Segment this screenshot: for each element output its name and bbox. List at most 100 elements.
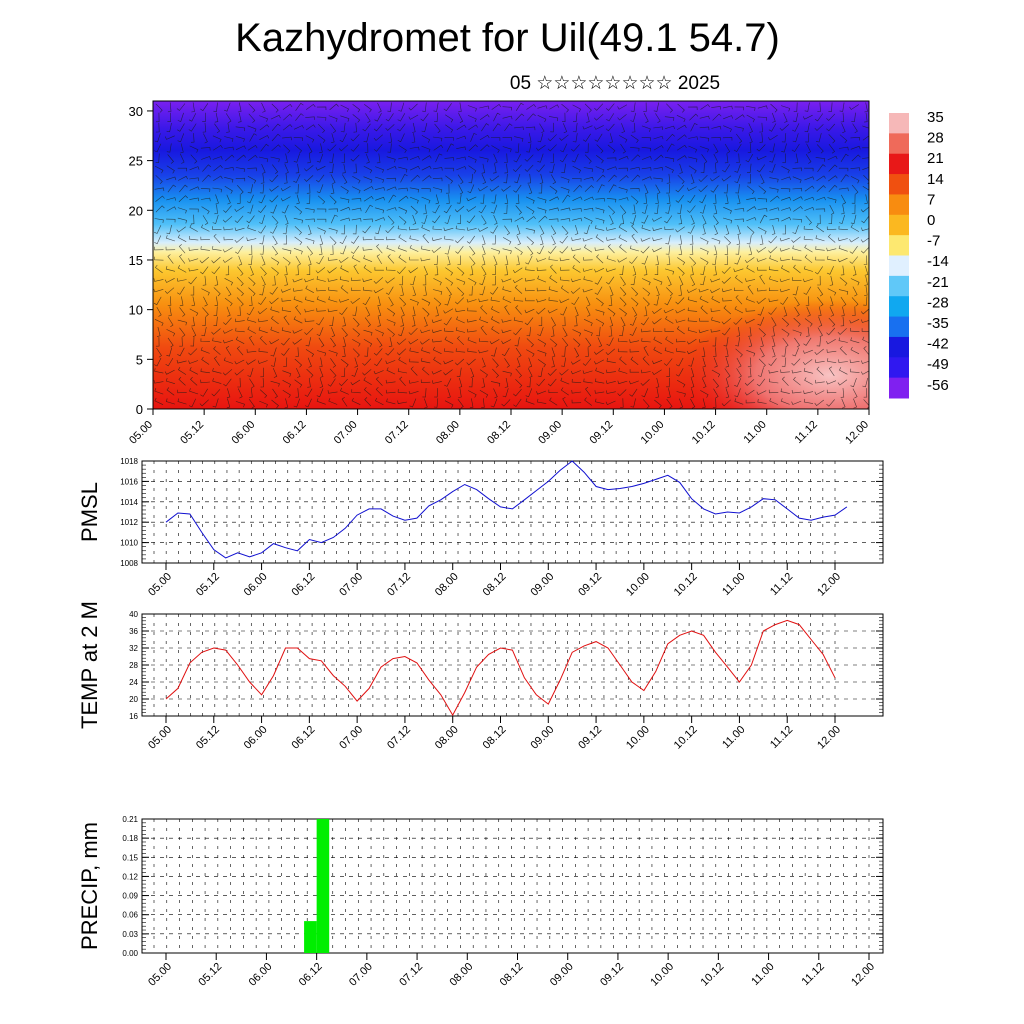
wind-barb <box>223 205 232 213</box>
wind-barb <box>316 317 325 326</box>
wind-barb <box>293 217 303 224</box>
wind-barb <box>852 306 856 316</box>
wind-barb <box>423 316 428 327</box>
wind-barb <box>317 123 326 134</box>
wind-barb <box>329 368 337 378</box>
wind-barb <box>504 153 508 163</box>
wind-barb <box>700 237 709 245</box>
wind-barb <box>259 389 268 399</box>
wind-barb <box>631 233 638 244</box>
wind-barb <box>724 245 729 255</box>
wind-barb <box>630 134 639 143</box>
wind-barb <box>583 176 594 181</box>
wind-barb <box>234 215 244 224</box>
wind-barb <box>338 144 349 152</box>
wind-barb <box>759 174 765 185</box>
wind-barb <box>386 367 396 375</box>
wind-barb <box>629 369 640 373</box>
wind-barb <box>212 368 222 374</box>
wind-barb <box>818 306 822 317</box>
wind-barb <box>849 104 859 110</box>
wind-barb <box>373 370 384 375</box>
wind-barb <box>687 307 698 312</box>
wind-barb <box>524 164 534 172</box>
wind-barb <box>270 306 280 313</box>
wind-barb <box>365 153 370 164</box>
wind-barb <box>398 195 409 202</box>
wind-barb <box>284 265 288 276</box>
wind-barb <box>272 245 279 256</box>
wind-barb <box>781 196 791 201</box>
wind-barb <box>735 114 745 120</box>
wind-barb <box>817 275 821 286</box>
wind-barb <box>468 165 477 174</box>
wind-barb <box>630 188 640 192</box>
wind-barb <box>619 326 624 337</box>
wind-barb <box>340 197 350 203</box>
wind-barb <box>596 144 604 154</box>
y-tick-label: 1016 <box>120 477 138 486</box>
wind-barb <box>443 369 453 376</box>
wind-barb <box>304 175 314 182</box>
wind-barb <box>756 247 767 253</box>
wind-barb <box>745 308 756 312</box>
wind-barb <box>398 166 408 173</box>
wind-barb <box>316 106 327 111</box>
wind-barb <box>399 376 406 386</box>
wind-barb <box>481 255 486 266</box>
wind-barb <box>699 247 709 255</box>
wind-barb <box>295 255 301 266</box>
colorbar-swatch <box>889 113 909 134</box>
wind-barb <box>307 143 313 154</box>
wind-barb <box>180 143 184 154</box>
wind-barb <box>272 235 278 246</box>
wind-barb <box>713 204 718 215</box>
colorbar-swatch <box>889 316 909 338</box>
wind-barb <box>699 115 710 120</box>
wind-barb <box>853 398 857 409</box>
wind-barb <box>653 126 663 130</box>
wind-barb <box>723 305 731 315</box>
wind-barb <box>537 153 544 163</box>
wind-barb <box>259 400 268 408</box>
wind-barb <box>791 236 801 243</box>
wind-barb <box>606 276 615 285</box>
wind-barb <box>308 225 312 235</box>
x-tick-label: 06.00 <box>242 571 270 599</box>
wind-barb <box>781 133 787 143</box>
wind-barb <box>629 316 637 326</box>
wind-barb <box>744 257 755 264</box>
wind-barb <box>467 115 477 123</box>
wind-barb <box>629 327 637 336</box>
wind-barb <box>339 276 350 282</box>
wind-barb <box>444 157 455 161</box>
wind-barb <box>408 114 419 120</box>
wind-barb <box>466 196 477 202</box>
x-tick-label: 09.00 <box>536 419 564 447</box>
wind-barb <box>411 316 416 327</box>
wind-barb <box>817 286 824 297</box>
wind-barb <box>551 235 556 246</box>
wind-barb <box>780 265 790 273</box>
wind-barb <box>559 369 569 376</box>
wind-barb <box>736 194 741 205</box>
wind-barb <box>617 104 628 110</box>
wind-barb <box>687 205 696 213</box>
wind-barb <box>375 225 381 235</box>
wind-barb <box>269 195 279 203</box>
wind-barb <box>548 389 558 394</box>
x-tick-label: 10.12 <box>699 961 727 989</box>
wind-barb <box>155 153 160 163</box>
wind-barb <box>733 143 742 153</box>
wind-barb <box>582 370 593 374</box>
wind-barb <box>699 146 709 153</box>
wind-barb <box>409 298 419 306</box>
wind-barb <box>678 235 683 245</box>
wind-barb <box>280 186 291 192</box>
wind-barb <box>189 388 199 395</box>
wind-barb <box>247 224 257 232</box>
wind-barb <box>595 225 605 231</box>
x-tick-label: 10.12 <box>672 724 700 752</box>
wind-barb <box>177 234 187 242</box>
wind-barb <box>606 113 615 122</box>
